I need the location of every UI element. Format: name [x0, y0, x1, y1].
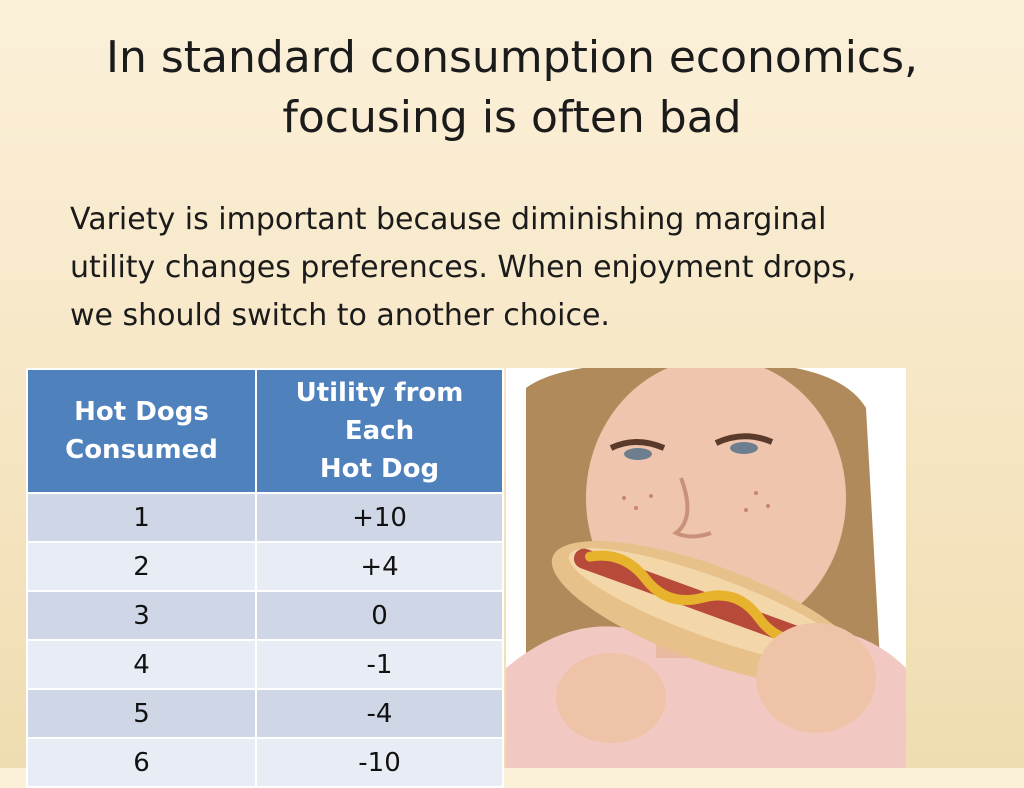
girl-eating-hot-dog-photo: [506, 368, 906, 768]
header-text: Hot Dogs: [74, 397, 209, 427]
cell-utility: -1: [255, 639, 504, 690]
photo-illustration: [506, 368, 906, 768]
title-line-1: In standard consumption economics,: [105, 32, 919, 83]
table-row: 3 0: [26, 590, 504, 641]
cell-utility: -10: [255, 737, 504, 788]
utility-table: Hot Dogs Consumed Utility from Each Hot …: [26, 368, 504, 788]
cell-consumed: 5: [26, 688, 257, 739]
table-header-row: Hot Dogs Consumed Utility from Each Hot …: [26, 368, 504, 494]
body-line-3: we should switch to another choice.: [70, 298, 610, 333]
table-row: 4 -1: [26, 639, 504, 690]
cell-consumed: 2: [26, 541, 257, 592]
cell-consumed: 4: [26, 639, 257, 690]
body-line-1: Variety is important because diminishing…: [70, 202, 827, 237]
table-row: 1 +10: [26, 492, 504, 543]
header-hot-dogs-consumed: Hot Dogs Consumed: [26, 368, 257, 494]
cell-utility: +4: [255, 541, 504, 592]
title-line-2: focusing is often bad: [282, 92, 742, 143]
body-line-2: utility changes preferences. When enjoym…: [70, 250, 857, 285]
header-text: Utility from Each: [295, 378, 464, 446]
header-text: Hot Dog: [319, 454, 440, 484]
cell-utility: -4: [255, 688, 504, 739]
cell-consumed: 1: [26, 492, 257, 543]
body-text: Variety is important because diminishing…: [70, 196, 970, 340]
table-row: 5 -4: [26, 688, 504, 739]
table-row: 6 -10: [26, 737, 504, 788]
table-row: 2 +4: [26, 541, 504, 592]
cell-consumed: 3: [26, 590, 257, 641]
header-text: Consumed: [65, 435, 218, 465]
cell-utility: 0: [255, 590, 504, 641]
cell-consumed: 6: [26, 737, 257, 788]
header-utility: Utility from Each Hot Dog: [255, 368, 504, 494]
cell-utility: +10: [255, 492, 504, 543]
slide-title: In standard consumption economics, focus…: [40, 28, 984, 148]
